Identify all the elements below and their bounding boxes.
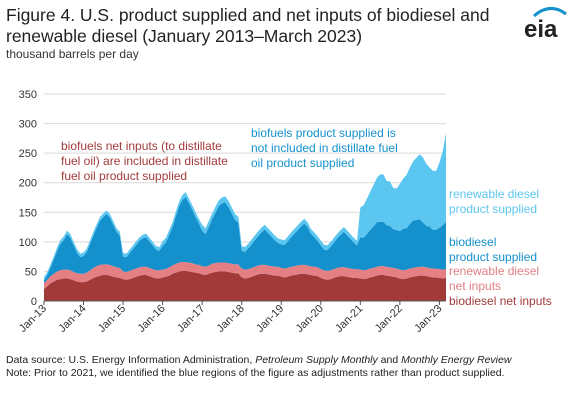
x-tick-label: Jan-18 (215, 303, 247, 335)
x-tick-label: Jan-22 (373, 303, 405, 335)
chart-title: Figure 4. U.S. product supplied and net … (6, 5, 490, 46)
note: Note: Prior to 2021, we identified the b… (6, 366, 505, 379)
y-tick-label: 100 (19, 237, 37, 249)
annotation-product-supplied: biofuels product supplied is (251, 126, 396, 140)
series-label-renewable-diesel-net-inputs: net inputs (449, 279, 501, 293)
area-renewable-diesel-net-inputs (44, 261, 446, 290)
x-axis: Jan-13 Jan-14 Jan-15 Jan-16 Jan-17 Jan-18 Jan-… (17, 300, 446, 335)
y-tick-label: 0 (31, 296, 37, 308)
area-renewable-diesel-product-supplied (44, 133, 446, 281)
x-tick-label: Jan-20 (294, 303, 326, 335)
series-label-biodiesel-product-supplied: biodiesel (449, 235, 496, 249)
data-source: Data source: U.S. Energy Information Adm… (6, 354, 512, 366)
y-tick-label: 150 (19, 207, 37, 219)
annotation-net-inputs: fuel oil product supplied (61, 169, 187, 183)
area-biodiesel-product-supplied (44, 196, 446, 284)
annotation-product-supplied: not included in distillate fuel (251, 141, 398, 155)
footer: Data source: U.S. Energy Information Adm… (6, 354, 570, 379)
source-publication-2: Monthly Energy Review (401, 354, 512, 366)
y-tick-label: 250 (19, 148, 37, 160)
units-label: thousand barrels per day (6, 47, 139, 61)
eia-logo-arc (533, 7, 567, 18)
x-tick-label: Jan-19 (254, 303, 286, 335)
series-label-biodiesel-net-inputs: biodiesel net inputs (449, 294, 552, 308)
y-tick-label: 300 (19, 119, 37, 131)
x-tick-label: Jan-14 (56, 303, 88, 335)
area-biodiesel-net-inputs (44, 270, 446, 301)
x-tick-label: Jan-15 (96, 303, 128, 335)
series-label-biodiesel-product-supplied: product supplied (449, 250, 537, 264)
x-tick-label: Jan-17 (175, 303, 207, 335)
x-tick-label: Jan-16 (135, 303, 167, 335)
series-label-renewable-diesel-net-inputs: renewable diesel (449, 264, 539, 278)
annotation-net-inputs: biofuels net inputs (to distillate (61, 139, 222, 153)
area-series (44, 133, 446, 301)
y-tick-label: 200 (19, 178, 37, 190)
series-label-renewable-diesel-product-supplied: renewable diesel (449, 187, 539, 201)
y-tick-label: 350 (19, 89, 37, 101)
chart-svg: 0 50 100 150 200 250 300 350 Jan-13 Jan-14 Jan-15… (17, 89, 552, 335)
eia-logo: eia (524, 7, 567, 43)
x-tick-label: Jan-23 (412, 303, 444, 335)
y-tick-label: 50 (25, 266, 37, 278)
series-label-renewable-diesel-product-supplied: product supplied (449, 202, 537, 216)
x-tick-label: Jan-21 (333, 303, 365, 335)
y-axis: 0 50 100 150 200 250 300 350 (19, 89, 37, 308)
eia-logo-text: eia (524, 16, 558, 43)
source-publication-1: Petroleum Supply Monthly (255, 354, 378, 366)
annotation-net-inputs: fuel oil) are included in distillate (61, 154, 228, 168)
annotation-product-supplied: oil product supplied (251, 156, 354, 170)
